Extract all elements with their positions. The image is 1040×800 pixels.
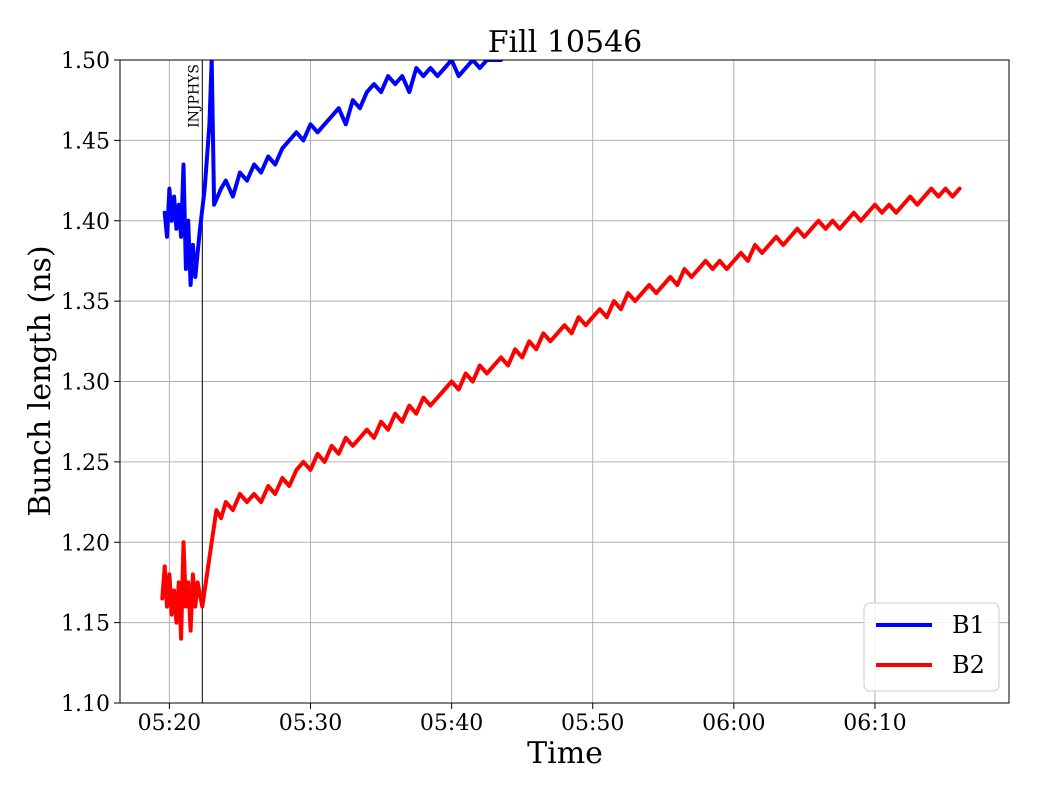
injphys-label: INJPHYS: [186, 64, 202, 128]
x-tick-label: 05:50: [561, 711, 624, 736]
series-line-b1: [162, 60, 503, 287]
plot-area: [160, 60, 962, 641]
series-layer: [160, 60, 962, 641]
y-tick-label: 1.50: [61, 49, 110, 74]
x-axis-label: Time: [527, 736, 603, 771]
x-tick-label: 05:40: [420, 711, 483, 736]
chart-title: Fill 10546: [488, 25, 643, 60]
y-tick-label: 1.15: [61, 612, 110, 637]
y-tick-label: 1.25: [61, 451, 110, 476]
y-tick-label: 1.10: [61, 692, 110, 717]
y-tick-label: 1.30: [61, 371, 110, 396]
x-tick-label: 06:10: [843, 711, 906, 736]
y-tick-label: 1.45: [61, 129, 110, 154]
x-tick-label: 06:00: [702, 711, 765, 736]
legend-label-b2: B2: [952, 651, 985, 679]
y-tick-label: 1.20: [61, 531, 110, 556]
legend-label-b1: B1: [952, 611, 985, 639]
y-axis-ticks: 1.10 1.15 1.20 1.25 1.30 1.35 1.40 1.45 1.50: [61, 49, 120, 717]
x-tick-label: 05:20: [138, 711, 201, 736]
x-axis-ticks: 05:20 05:30 05:40 05:50 06:00 06:10: [138, 703, 907, 736]
y-axis-label: Bunch length (ns): [23, 245, 58, 516]
y-tick-label: 1.35: [61, 290, 110, 315]
series-line-b2: [160, 186, 962, 641]
y-tick-label: 1.40: [61, 210, 110, 235]
x-tick-label: 05:30: [279, 711, 342, 736]
